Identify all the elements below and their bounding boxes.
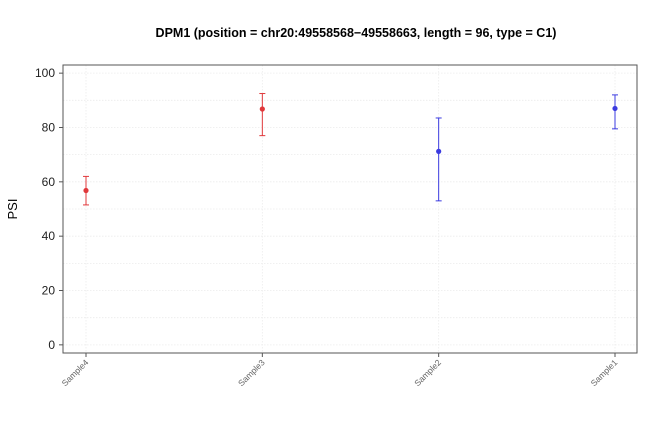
data-point (612, 105, 618, 112)
x-axis: Sample4 Sample3 Sample2 Sample1 (60, 353, 620, 388)
grid (63, 65, 637, 353)
data-point (83, 187, 89, 194)
y-tick-label: 20 (42, 284, 56, 298)
x-tick-label: Sample4 (60, 357, 91, 388)
plot-frame (62, 64, 638, 354)
y-tick-label: 80 (42, 120, 56, 134)
x-tick-label: Sample2 (412, 357, 443, 388)
data-point (436, 148, 442, 154)
data-point-group (259, 93, 266, 137)
y-axis: 0 20 40 60 80 100 (35, 66, 63, 352)
data-point-group (612, 94, 618, 130)
y-tick-label: 60 (42, 175, 56, 189)
chart-title: DPM1 (position = chr20:49558568−49558663… (156, 26, 557, 40)
x-tick-label: Sample3 (236, 357, 267, 388)
data-point (259, 106, 265, 112)
y-tick-label: 100 (35, 66, 55, 80)
x-tick-label: Sample1 (589, 357, 620, 388)
data-point-group (435, 117, 442, 202)
y-axis-label: PSI (5, 199, 20, 220)
data-point-group (83, 175, 89, 206)
y-tick-label: 0 (48, 338, 55, 352)
data-points (83, 93, 618, 206)
y-tick-label: 40 (42, 229, 56, 243)
